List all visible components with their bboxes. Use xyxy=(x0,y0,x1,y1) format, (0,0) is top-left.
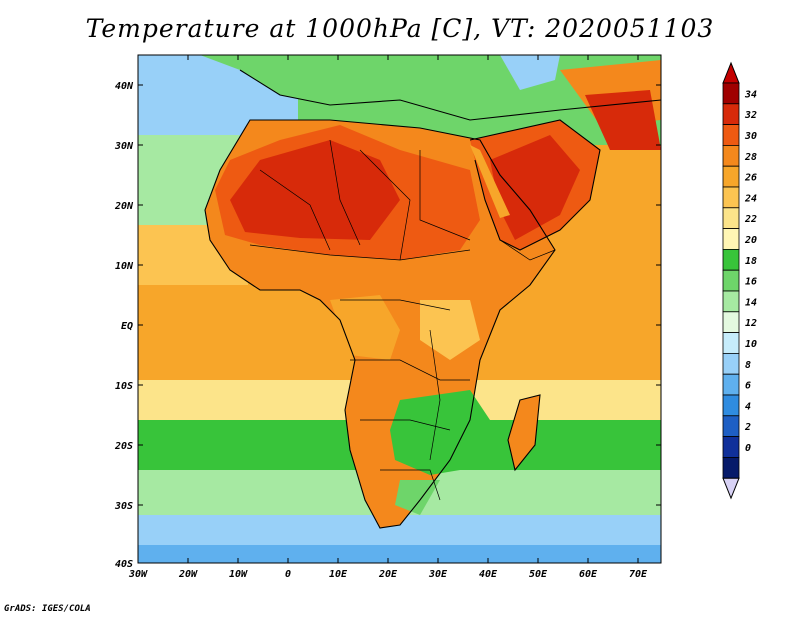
colorbar-swatch xyxy=(722,248,740,271)
lon-label: 10E xyxy=(329,569,348,580)
border-3 xyxy=(359,149,411,261)
colorbar-label: 0 xyxy=(745,443,751,454)
black-sea-region xyxy=(500,55,560,90)
colorbar-label: 28 xyxy=(744,152,757,163)
credit-text: GrADS: IGES/COLA xyxy=(4,604,91,614)
lat-label: 40N xyxy=(115,81,134,92)
colorbar-swatch xyxy=(722,456,740,479)
colorbar-swatch xyxy=(722,394,740,417)
lat-label: 30S xyxy=(114,501,133,512)
sahara-hottest xyxy=(230,140,400,240)
red-sea xyxy=(470,145,510,218)
colorbar-label: 10 xyxy=(745,339,757,350)
colorbar-swatch xyxy=(722,290,740,313)
colorbar-label: 18 xyxy=(745,256,757,267)
lon-label: 20W xyxy=(178,569,198,580)
border-8 xyxy=(360,419,451,431)
colorbar-swatch xyxy=(722,186,740,209)
plot-frame xyxy=(137,54,662,564)
colorbar-swatch xyxy=(722,165,740,188)
colorbar-swatch xyxy=(722,352,740,375)
lat-label: EQ xyxy=(121,321,133,332)
border-11 xyxy=(499,239,556,261)
lat-label: 30N xyxy=(114,141,134,152)
temperature-field xyxy=(138,55,661,563)
latitude-axis: 40N 30N 20N 10N EQ 10S 20S 30S 40S xyxy=(114,81,661,570)
lat-label: 20S xyxy=(114,441,133,452)
colorbar-swatch xyxy=(722,82,740,105)
lat-label: 10N xyxy=(115,261,134,272)
colorbar-label: 8 xyxy=(745,360,751,371)
chart-title: Temperature at 1000hPa [C], VT: 20200511… xyxy=(85,14,715,43)
colorbar-swatch xyxy=(722,207,740,230)
central-africa-mild xyxy=(330,295,400,360)
colorbar-swatch xyxy=(722,269,740,292)
colorbar-label: 32 xyxy=(744,110,757,121)
colorbar-label: 20 xyxy=(744,235,757,246)
colorbar-label: 34 xyxy=(744,89,757,100)
border-6 xyxy=(340,299,451,311)
colorbar-swatch xyxy=(722,228,740,250)
border-7 xyxy=(350,359,470,381)
lat-label: 10S xyxy=(115,381,133,392)
colorbar-below-triangle xyxy=(722,477,740,500)
colorbar-label: 14 xyxy=(745,297,757,308)
colorbar-label: 4 xyxy=(745,401,751,412)
lon-label: 20E xyxy=(378,569,398,580)
colorbar-label: 30 xyxy=(744,131,757,142)
border-10 xyxy=(429,329,441,461)
afghan-hot-region xyxy=(585,90,661,150)
colorbar-label: 26 xyxy=(744,173,757,184)
mediterranean-coastline xyxy=(239,69,662,121)
southern-ocean-band xyxy=(138,545,661,563)
lon-label: 30E xyxy=(428,569,448,580)
colorbar-label: 6 xyxy=(745,381,751,392)
lon-label: 50E xyxy=(529,569,548,580)
colorbar-label: 16 xyxy=(745,277,757,288)
colorbar-swatch xyxy=(722,373,740,396)
border-9 xyxy=(380,469,441,501)
africa-coastline xyxy=(204,119,556,529)
border-2 xyxy=(329,139,361,246)
lat-label: 20N xyxy=(114,201,134,212)
colorbar-swatch xyxy=(722,436,740,458)
lon-label: 70E xyxy=(629,569,648,580)
longitude-axis: 30W 20W 10W 0 10E 20E 30E 40E 50E 60E 70E xyxy=(128,55,648,580)
lon-label: 40E xyxy=(479,569,498,580)
southern-africa-green xyxy=(390,390,490,475)
arabia-hottest xyxy=(490,135,580,240)
arabia-coastline xyxy=(469,119,601,251)
border-1 xyxy=(259,169,331,251)
border-5 xyxy=(249,244,471,261)
lon-label: 10W xyxy=(229,569,248,580)
colorbar-label: 12 xyxy=(745,318,757,329)
colorbar-swatch xyxy=(722,144,740,167)
colorbar-label: 24 xyxy=(744,193,757,204)
country-borders xyxy=(249,139,556,501)
colorbar-swatch xyxy=(722,311,740,333)
lon-label: 0 xyxy=(285,569,291,580)
colorbar-label: 2 xyxy=(744,422,751,433)
colorbar-label: 22 xyxy=(744,214,757,225)
colorbar-swatch xyxy=(722,415,740,437)
lon-label: 30W xyxy=(128,569,148,580)
border-4 xyxy=(419,150,471,241)
colorbar-swatch xyxy=(722,124,740,146)
lon-label: 60E xyxy=(579,569,598,580)
coastlines xyxy=(204,69,662,529)
east-africa-mild xyxy=(420,300,480,360)
colorbar-above-triangle xyxy=(722,61,740,84)
colorbar-swatch xyxy=(722,332,740,354)
colorbar-swatch xyxy=(722,103,740,126)
lat-label: 40S xyxy=(115,559,133,570)
madagascar-coastline xyxy=(507,394,541,472)
